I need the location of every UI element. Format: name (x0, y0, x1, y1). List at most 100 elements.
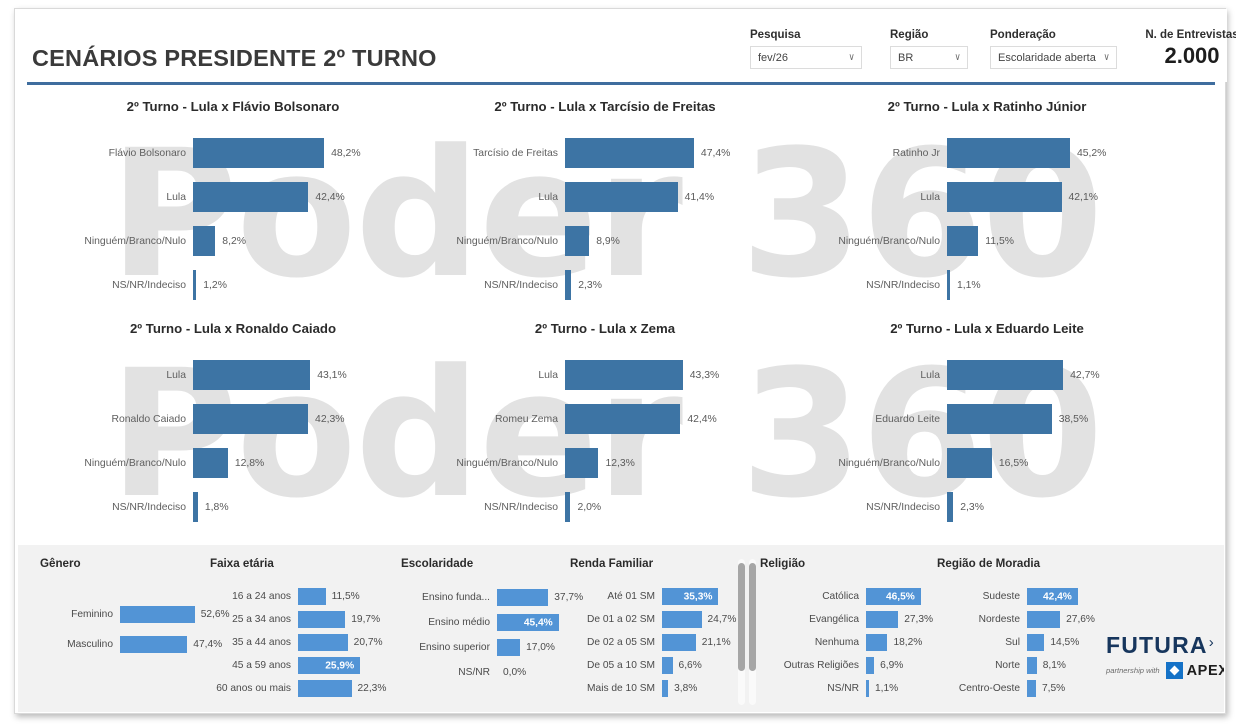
chart-bar-row[interactable]: NS/NR/Indeciso 2,3% (799, 485, 1175, 529)
filter-ponderacao-select[interactable]: Escolaridade aberta ∨ (990, 46, 1117, 69)
demographic-bar-row[interactable]: NS/NR 1,1% (760, 677, 933, 700)
chart-bar-row[interactable]: NS/NR/Indeciso 2,0% (417, 485, 793, 529)
bar[interactable] (193, 182, 309, 212)
demographic-bar[interactable] (866, 657, 875, 674)
chart-bar-row[interactable]: NS/NR/Indeciso 2,3% (417, 263, 793, 307)
demographic-bar-row[interactable]: 25 a 34 anos 19,7% (210, 608, 386, 631)
bar[interactable] (565, 270, 572, 300)
demographic-bar-row[interactable]: Evangélica 27,3% (760, 608, 933, 631)
bar[interactable] (947, 448, 992, 478)
demographic-bar-row[interactable]: Feminino 52,6% (40, 599, 230, 629)
demographic-bar[interactable] (1027, 634, 1045, 651)
demographic-bar-row[interactable]: Masculino 47,4% (40, 629, 230, 659)
chart-bar-row[interactable]: Ninguém/Branco/Nulo 8,9% (417, 219, 793, 263)
demographic-bar[interactable] (298, 634, 348, 651)
chart-bar-row[interactable]: Lula 42,4% (45, 175, 421, 219)
demographic-bar-row[interactable]: Outras Religiões 6,9% (760, 654, 933, 677)
demographic-bar-row[interactable]: 45 a 59 anos 25,9% (210, 654, 386, 677)
demographic-bar-row[interactable]: Nenhuma 18,2% (760, 631, 933, 654)
scrollbar-thumb[interactable] (749, 563, 756, 671)
demographic-bar[interactable] (1027, 680, 1036, 697)
demographic-bar[interactable] (497, 589, 549, 606)
chart-bar-row[interactable]: Tarcísio de Freitas 47,4% (417, 131, 793, 175)
chart-bar-row[interactable]: Ninguém/Branco/Nulo 8,2% (45, 219, 421, 263)
demographic-bar-row[interactable]: 35 a 44 anos 20,7% (210, 631, 386, 654)
bar[interactable] (565, 138, 694, 168)
filter-regiao-select[interactable]: BR ∨ (890, 46, 968, 69)
demographic-bar-row[interactable]: 16 a 24 anos 11,5% (210, 585, 386, 608)
bar[interactable] (565, 404, 681, 434)
bar[interactable] (565, 226, 590, 256)
chart-bar-row[interactable]: Ninguém/Branco/Nulo 12,8% (45, 441, 421, 485)
demographic-bar[interactable]: 46,5% (866, 588, 921, 605)
chart-bar-row[interactable]: Lula 43,3% (417, 353, 793, 397)
demographic-bar[interactable] (120, 635, 188, 653)
bar[interactable] (193, 492, 198, 522)
bar[interactable] (947, 226, 979, 256)
chart-bar-row[interactable]: Ratinho Jr 45,2% (799, 131, 1175, 175)
chart-bar-row[interactable]: Ninguém/Branco/Nulo 11,5% (799, 219, 1175, 263)
religiao-scrollbar[interactable] (748, 559, 757, 705)
demographic-bar-row[interactable]: Ensino funda... 37,7% (401, 585, 583, 610)
chart-bar-row[interactable]: Lula 41,4% (417, 175, 793, 219)
demographic-bar[interactable] (662, 611, 702, 628)
demographic-bar[interactable] (120, 605, 195, 623)
demographic-bar-row[interactable]: Católica 46,5% (760, 585, 933, 608)
bar[interactable] (193, 360, 311, 390)
demographic-bar-row[interactable]: Até 01 SM 35,3% (570, 585, 736, 608)
demographic-bar-row[interactable]: 60 anos ou mais 22,3% (210, 677, 386, 700)
demographic-bar[interactable] (497, 639, 521, 656)
chart-bar-row[interactable]: NS/NR/Indeciso 1,8% (45, 485, 421, 529)
demographic-bar[interactable] (662, 634, 696, 651)
demographic-bar[interactable] (1027, 611, 1061, 628)
chart-bar-row[interactable]: Ronaldo Caiado 42,3% (45, 397, 421, 441)
bar[interactable] (193, 138, 325, 168)
bar[interactable] (565, 360, 683, 390)
chart-bar-row[interactable]: Lula 42,1% (799, 175, 1175, 219)
demographic-bar[interactable] (298, 680, 352, 697)
demographic-bar[interactable]: 35,3% (662, 588, 719, 605)
chart-bar-row[interactable]: Lula 42,7% (799, 353, 1175, 397)
bar[interactable] (193, 270, 197, 300)
demographic-bar[interactable]: 42,4% (1027, 588, 1078, 605)
demographic-bar[interactable]: 45,4% (497, 614, 559, 631)
demographic-bar[interactable] (866, 611, 899, 628)
renda-familiar-scrollbar[interactable] (737, 559, 746, 705)
chart-bar-row[interactable]: Romeu Zema 42,4% (417, 397, 793, 441)
chart-bar-row[interactable]: Ninguém/Branco/Nulo 12,3% (417, 441, 793, 485)
bar[interactable] (193, 448, 228, 478)
bar[interactable] (193, 404, 309, 434)
demographic-bar-row[interactable]: Ensino superior 17,0% (401, 635, 583, 660)
demographic-bar[interactable] (662, 657, 673, 674)
bar[interactable] (947, 270, 950, 300)
bar[interactable] (947, 182, 1062, 212)
bar[interactable] (565, 448, 599, 478)
demographic-bar-row[interactable]: De 01 a 02 SM 24,7% (570, 608, 736, 631)
bar[interactable] (947, 360, 1064, 390)
demographic-bar[interactable]: 25,9% (298, 657, 361, 674)
demographic-bar[interactable] (298, 588, 326, 605)
bar[interactable] (947, 138, 1070, 168)
chart-bar-row[interactable]: NS/NR/Indeciso 1,2% (45, 263, 421, 307)
chart-bar-row[interactable]: Eduardo Leite 38,5% (799, 397, 1175, 441)
demographic-bar-row[interactable]: Nordeste 27,6% (937, 608, 1095, 631)
chart-bar-row[interactable]: Lula 43,1% (45, 353, 421, 397)
demographic-bar[interactable] (866, 634, 888, 651)
demographic-bar-row[interactable]: Sudeste 42,4% (937, 585, 1095, 608)
bar[interactable] (947, 404, 1052, 434)
demographic-bar-row[interactable]: Norte 8,1% (937, 654, 1095, 677)
bar[interactable] (947, 492, 954, 522)
demographic-bar[interactable] (866, 680, 869, 697)
demographic-bar[interactable] (298, 611, 346, 628)
filter-pesquisa-select[interactable]: fev/26 ∨ (750, 46, 862, 69)
demographic-bar-row[interactable]: Ensino médio 45,4% (401, 610, 583, 635)
demographic-bar-row[interactable]: Centro-Oeste 7,5% (937, 677, 1095, 700)
chart-bar-row[interactable]: Ninguém/Branco/Nulo 16,5% (799, 441, 1175, 485)
demographic-bar-row[interactable]: Sul 14,5% (937, 631, 1095, 654)
demographic-bar-row[interactable]: Mais de 10 SM 3,8% (570, 677, 736, 700)
demographic-bar[interactable] (1027, 657, 1037, 674)
demographic-bar-row[interactable]: NS/NR 0,0% (401, 660, 583, 685)
chart-bar-row[interactable]: Flávio Bolsonaro 48,2% (45, 131, 421, 175)
chart-bar-row[interactable]: NS/NR/Indeciso 1,1% (799, 263, 1175, 307)
scrollbar-thumb[interactable] (738, 563, 745, 671)
